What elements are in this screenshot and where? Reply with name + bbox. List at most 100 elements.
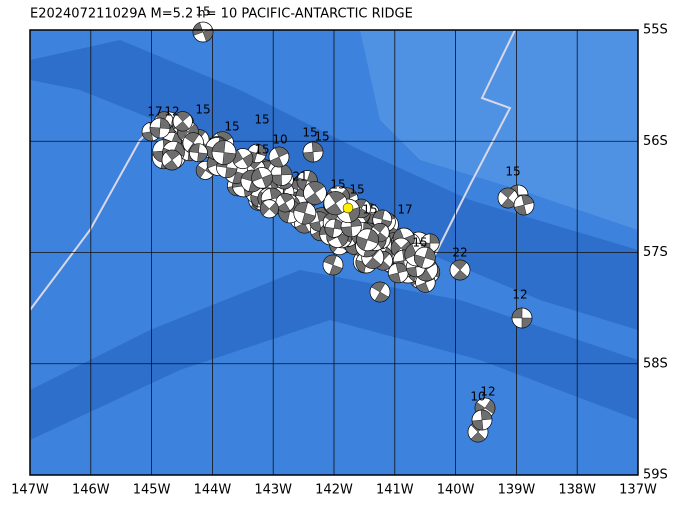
beachball-quadrant — [374, 291, 389, 303]
beachball-quadrant — [301, 212, 316, 225]
beachball-quadrant — [371, 281, 386, 293]
beachball-quadrant — [211, 140, 226, 153]
lat-label: 59S — [643, 468, 668, 483]
beachball-quadrant — [453, 269, 468, 281]
beachball-quadrant — [470, 431, 486, 443]
beachball-quadrant — [367, 229, 379, 244]
beachball-quadrant — [261, 173, 273, 188]
event-label: 22 — [452, 246, 467, 260]
event-label: 15 — [254, 143, 269, 157]
beachball-quadrant — [325, 202, 343, 216]
beachball-quadrant — [521, 194, 534, 206]
beachball-quadrant — [414, 254, 426, 269]
map-frame — [29, 29, 639, 476]
beachball-quadrant — [256, 144, 267, 157]
lon-label: 137W — [619, 483, 657, 498]
beachball-quadrant — [225, 167, 238, 178]
beachball-quadrant — [356, 235, 368, 251]
event-label: 15 — [314, 130, 329, 144]
event-label: 15 — [412, 236, 427, 250]
event-label: 17 — [397, 203, 412, 217]
beachball-quadrant — [192, 22, 204, 36]
lon-label: 141W — [376, 483, 414, 498]
beachball-quadrant — [429, 233, 440, 244]
lon-label: 147W — [11, 483, 49, 498]
event-label: 21 — [292, 170, 307, 184]
beachball-quadrant — [480, 409, 493, 421]
lon-label: 140W — [437, 483, 475, 498]
beachball-quadrant — [305, 192, 322, 205]
beachball-quadrant — [424, 247, 436, 262]
beachball-quadrant — [471, 419, 484, 431]
beachball-quadrant — [202, 28, 214, 42]
beachball-quadrant — [500, 187, 515, 199]
event-label: 12 — [480, 385, 495, 399]
epicenter — [342, 202, 354, 214]
beachball-quadrant — [372, 223, 387, 233]
event-label: 10 — [272, 133, 287, 147]
beachball-quadrant — [222, 152, 237, 165]
beachball-quadrant — [328, 191, 346, 204]
event-label: 12 — [164, 105, 179, 119]
beachball-quadrant — [155, 111, 169, 122]
event-label: 15 — [349, 183, 364, 197]
lon-label: 145W — [133, 483, 171, 498]
beachball-quadrant — [302, 151, 315, 163]
beachball-quadrant — [269, 201, 279, 216]
event-label: 15 — [505, 165, 520, 179]
beachball-quadrant — [406, 266, 418, 277]
event-label: 15 — [302, 126, 317, 140]
beachball-quadrant — [511, 307, 523, 319]
event-label: 15 — [362, 203, 377, 217]
deep-band — [30, 270, 638, 440]
lat-label: 57S — [643, 245, 668, 260]
beachball-quadrant — [329, 264, 343, 276]
beachball-quadrant — [308, 181, 325, 194]
beachball-quadrant — [189, 143, 200, 153]
event-label: 15 — [195, 103, 210, 117]
beachball-quadrant — [416, 282, 430, 293]
beachball-quadrant — [452, 259, 467, 271]
beachball-quadrant — [404, 243, 417, 260]
lon-label: 143W — [254, 483, 292, 498]
focal-mechanisms — [141, 21, 535, 443]
lon-label: 146W — [72, 483, 110, 498]
beachball-quadrant — [149, 126, 161, 139]
event-label: 15 — [254, 113, 269, 127]
beachball-quadrant — [521, 317, 533, 329]
beachball-quadrant — [295, 222, 310, 234]
beachball-quadrant — [260, 202, 270, 216]
lat-label: 58S — [643, 356, 668, 371]
beachball-quadrant — [280, 193, 294, 203]
plate-boundary — [429, 29, 516, 266]
beachball-quadrant — [514, 204, 527, 216]
beachball-quadrant — [184, 132, 200, 144]
beachball-quadrant — [372, 209, 385, 220]
beachball-quadrant — [388, 272, 401, 284]
beachball-quadrant — [484, 399, 496, 414]
event-label: 17 — [147, 105, 162, 119]
lon-label: 144W — [194, 483, 232, 498]
event-label: 15 — [224, 120, 239, 134]
event-label: 15 — [195, 5, 210, 19]
map-title: E202407211029A M=5.2 h= 10 PACIFIC-ANTAR… — [30, 7, 413, 22]
beachball-quadrant — [159, 117, 171, 130]
event-label: 12 — [512, 288, 527, 302]
beachball-quadrant — [163, 159, 179, 171]
beachball-quadrant — [293, 201, 309, 214]
lon-label: 138W — [558, 483, 596, 498]
beachball-quadrant — [324, 226, 335, 238]
lon-label: 142W — [315, 483, 353, 498]
beachball-quadrant — [195, 165, 206, 179]
beachball-quadrant — [390, 240, 402, 256]
beachball-quadrant — [274, 146, 289, 158]
lat-label: 56S — [643, 134, 668, 149]
beachball-quadrant — [175, 121, 190, 132]
beachball-quadrant — [311, 141, 324, 153]
beachball-quadrant — [165, 149, 181, 161]
beachball-quadrant — [365, 257, 382, 269]
beachball-quadrant — [251, 167, 263, 182]
beachball-quadrant — [176, 111, 191, 122]
beachball-quadrant — [216, 131, 233, 144]
